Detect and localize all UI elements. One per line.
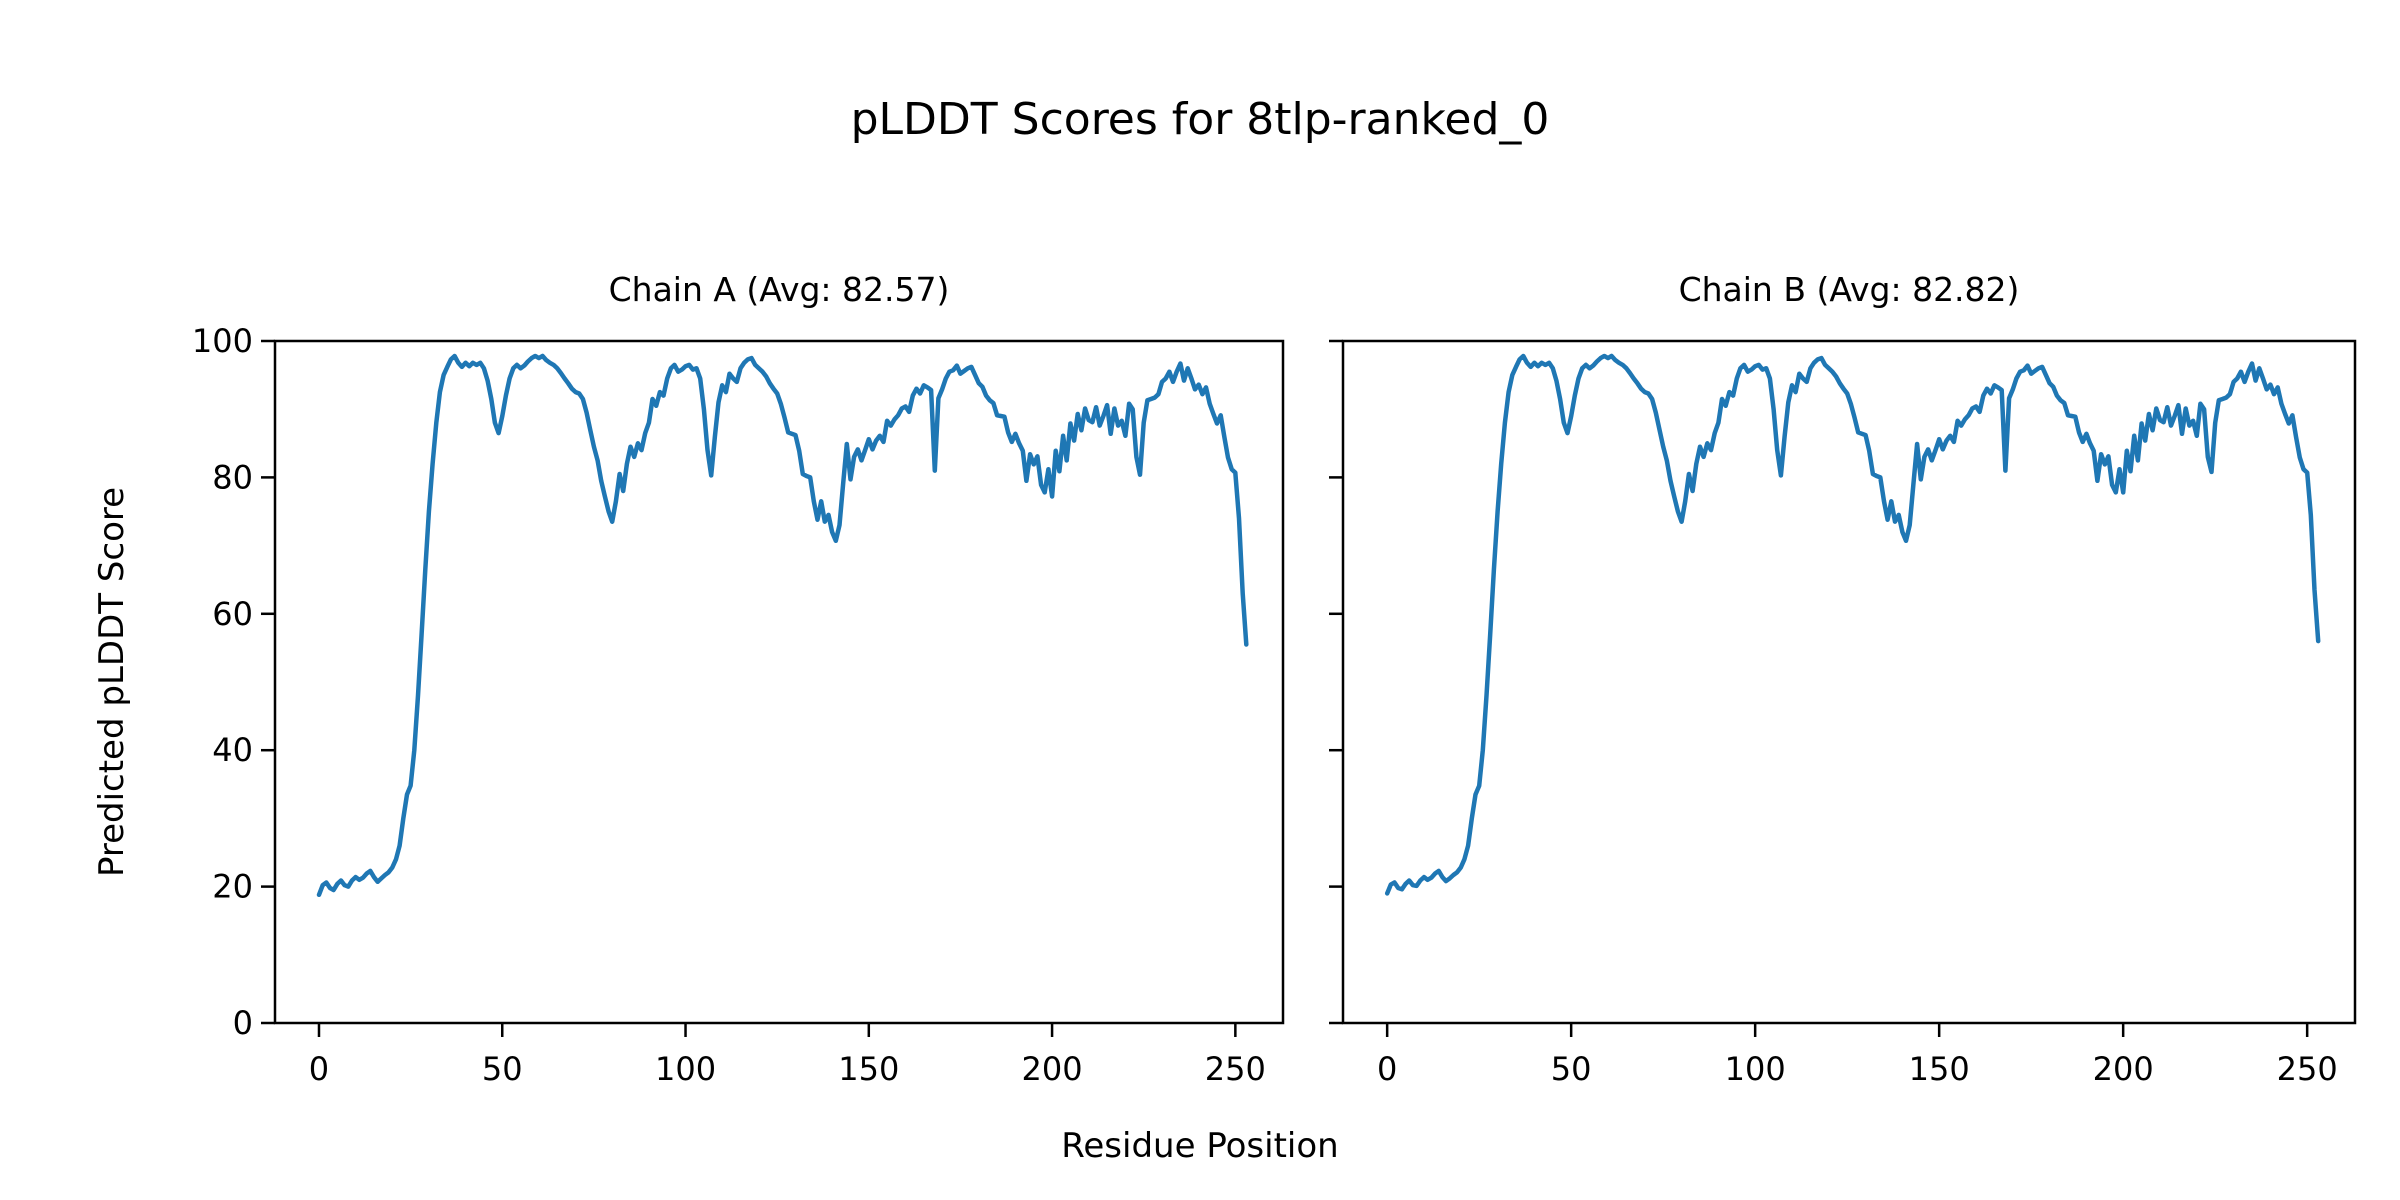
subplot-a-title: Chain A (Avg: 82.57) bbox=[608, 270, 950, 309]
x-tick-label: 150 bbox=[838, 1050, 899, 1088]
y-tick-label: 100 bbox=[192, 322, 253, 360]
x-tick-label: 250 bbox=[1205, 1050, 1266, 1088]
axes-frame bbox=[1341, 339, 2357, 1025]
x-tick-label: 200 bbox=[1022, 1050, 1083, 1088]
figure-title: pLDDT Scores for 8tlp-ranked_0 bbox=[850, 94, 1550, 145]
x-tick-label: 200 bbox=[2093, 1050, 2154, 1088]
y-tick-label: 40 bbox=[212, 731, 253, 769]
plddt-line-chain-a bbox=[316, 353, 1249, 898]
y-tick-label: 0 bbox=[233, 1004, 253, 1042]
x-tick-label: 0 bbox=[1377, 1050, 1397, 1088]
x-tick-label: 0 bbox=[309, 1050, 329, 1088]
y-tick-label: 80 bbox=[212, 458, 253, 496]
x-axis-label: Residue Position bbox=[1061, 1126, 1339, 1166]
x-tick-label: 50 bbox=[482, 1050, 523, 1088]
axes-frame bbox=[273, 339, 1285, 1025]
x-tick-label: 50 bbox=[1551, 1050, 1592, 1088]
x-tick-label: 150 bbox=[1909, 1050, 1970, 1088]
y-tick-label: 20 bbox=[212, 868, 253, 906]
subplot-b-title: Chain B (Avg: 82.82) bbox=[1678, 270, 2020, 309]
plddt-line-chain-b bbox=[1384, 353, 2321, 896]
x-tick-label: 100 bbox=[1725, 1050, 1786, 1088]
x-tick-label: 250 bbox=[2277, 1050, 2338, 1088]
y-tick-label: 60 bbox=[212, 595, 253, 633]
subplot-chain-b: 0 50 100 150 200 250 bbox=[1329, 339, 2357, 1088]
subplot-chain-a: 0 50 100 150 200 250 0 20 40 60 80 100 bbox=[192, 322, 1285, 1088]
x-tick-label: 100 bbox=[655, 1050, 716, 1088]
